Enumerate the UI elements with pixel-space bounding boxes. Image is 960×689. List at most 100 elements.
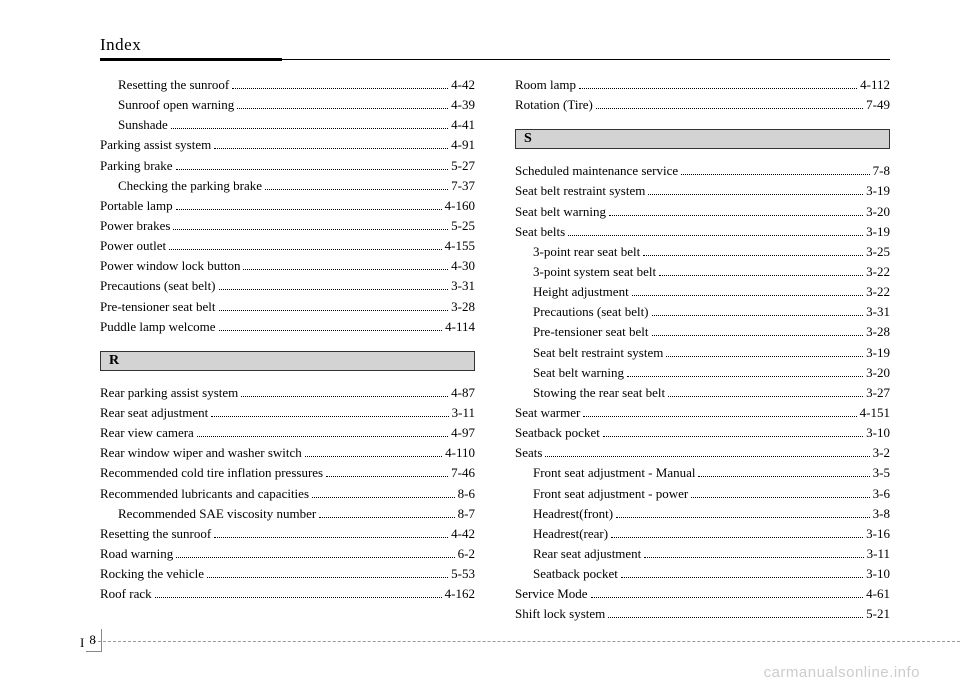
index-label: Precautions (seat belt) — [533, 302, 649, 322]
index-row: Rear window wiper and washer switch4-110 — [100, 443, 475, 463]
index-dots — [603, 436, 863, 437]
index-dots — [176, 169, 449, 170]
index-dots — [627, 376, 863, 377]
index-dots — [583, 416, 856, 417]
index-dots — [648, 194, 863, 195]
index-dots — [197, 436, 448, 437]
index-page: 3-28 — [866, 322, 890, 342]
index-label: Rear parking assist system — [100, 383, 238, 403]
index-row: Seat belt restraint system3-19 — [515, 181, 890, 201]
index-row: Rear seat adjustment3-11 — [100, 403, 475, 423]
page-header: Index — [100, 35, 890, 61]
index-page: 5-25 — [451, 216, 475, 236]
index-dots — [312, 497, 455, 498]
index-row: Recommended cold tire inflation pressure… — [100, 463, 475, 483]
index-label: 3-point system seat belt — [533, 262, 656, 282]
index-dots — [305, 456, 442, 457]
index-page: 3-20 — [866, 202, 890, 222]
index-label: Seatback pocket — [515, 423, 600, 443]
index-dots — [219, 310, 449, 311]
index-dots — [698, 476, 869, 477]
index-page: 7-49 — [866, 95, 890, 115]
index-page: 8-7 — [458, 504, 475, 524]
index-page: 3-16 — [866, 524, 890, 544]
index-dots — [319, 517, 454, 518]
index-dots — [169, 249, 442, 250]
index-page: 3-20 — [866, 363, 890, 383]
index-label: Pre-tensioner seat belt — [100, 297, 216, 317]
index-row: Precautions (seat belt)3-31 — [515, 302, 890, 322]
index-row: Front seat adjustment - power3-6 — [515, 484, 890, 504]
index-row: Resetting the sunroof 4-42 — [100, 524, 475, 544]
index-page: 3-10 — [866, 564, 890, 584]
left-top-group: Resetting the sunroof4-42Sunroof open wa… — [100, 75, 475, 337]
section-letter-s: S — [515, 129, 890, 149]
index-row: Stowing the rear seat belt3-27 — [515, 383, 890, 403]
index-dots — [171, 128, 448, 129]
index-page: 3-19 — [866, 222, 890, 242]
index-row: Checking the parking brake7-37 — [100, 176, 475, 196]
index-label: Seat warmer — [515, 403, 580, 423]
index-page: 5-53 — [451, 564, 475, 584]
index-page: 3-28 — [451, 297, 475, 317]
index-dots — [207, 577, 448, 578]
index-row: Sunshade4-41 — [100, 115, 475, 135]
index-dots — [232, 88, 448, 89]
index-row: Portable lamp4-160 — [100, 196, 475, 216]
index-label: Seat belt restraint system — [533, 343, 663, 363]
index-dots — [681, 174, 870, 175]
index-dots — [219, 289, 449, 290]
index-page: 3-31 — [451, 276, 475, 296]
index-label: Power brakes — [100, 216, 170, 236]
index-page: 4-87 — [451, 383, 475, 403]
index-row: Rear parking assist system 4-87 — [100, 383, 475, 403]
index-row: Power brakes 5-25 — [100, 216, 475, 236]
index-dots — [265, 189, 448, 190]
header-title: Index — [100, 35, 890, 58]
index-row: 3-point rear seat belt 3-25 — [515, 242, 890, 262]
index-label: Pre-tensioner seat belt — [533, 322, 649, 342]
index-label: Resetting the sunroof — [100, 524, 211, 544]
left-r-group: Rear parking assist system 4-87Rear seat … — [100, 383, 475, 605]
index-page: 6-2 — [458, 544, 475, 564]
index-page: 5-21 — [866, 604, 890, 624]
index-row: Front seat adjustment - Manual 3-5 — [515, 463, 890, 483]
left-column: Resetting the sunroof4-42Sunroof open wa… — [100, 75, 475, 625]
watermark: carmanualsonline.info — [764, 664, 920, 681]
index-label: Front seat adjustment - Manual — [533, 463, 695, 483]
index-row: Pre-tensioner seat belt 3-28 — [515, 322, 890, 342]
index-page: 3-22 — [866, 262, 890, 282]
header-rule — [100, 58, 890, 61]
index-page: 3-25 — [866, 242, 890, 262]
index-page: 5-27 — [451, 156, 475, 176]
index-page: 7-8 — [873, 161, 890, 181]
index-row: Roof rack4-162 — [100, 584, 475, 604]
index-label: Checking the parking brake — [118, 176, 262, 196]
index-row: Seats3-2 — [515, 443, 890, 463]
index-label: Resetting the sunroof — [118, 75, 229, 95]
index-row: Height adjustment3-22 — [515, 282, 890, 302]
section-letter-r: R — [100, 351, 475, 371]
index-page: 4-30 — [451, 256, 475, 276]
index-row: Seatback pocket3-10 — [515, 564, 890, 584]
index-row: Power outlet4-155 — [100, 236, 475, 256]
index-row: Pre-tensioner seat belt 3-28 — [100, 297, 475, 317]
right-top-group: Room lamp4-112Rotation (Tire)7-49 — [515, 75, 890, 115]
index-page: 7-46 — [451, 463, 475, 483]
index-dots — [173, 229, 448, 230]
index-dots — [219, 330, 443, 331]
index-row: Shift lock system5-21 — [515, 604, 890, 624]
index-page: 3-5 — [873, 463, 890, 483]
index-dots — [659, 275, 863, 276]
index-row: Resetting the sunroof4-42 — [100, 75, 475, 95]
index-page: 3-11 — [452, 403, 475, 423]
index-label: 3-point rear seat belt — [533, 242, 640, 262]
index-label: Front seat adjustment - power — [533, 484, 688, 504]
page: Index Resetting the sunroof4-42Sunroof o… — [0, 0, 960, 645]
index-page: 4-42 — [451, 524, 475, 544]
index-page: 3-8 — [873, 504, 890, 524]
index-dots — [666, 356, 863, 357]
index-dots — [643, 255, 863, 256]
index-label: Headrest(front) — [533, 504, 613, 524]
index-label: Seat belts — [515, 222, 565, 242]
